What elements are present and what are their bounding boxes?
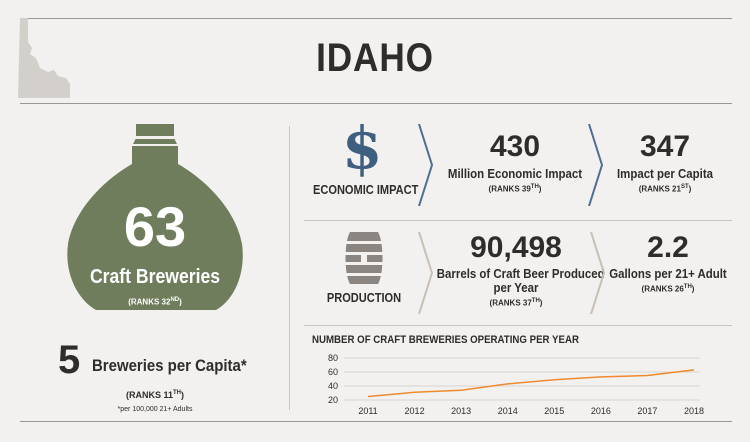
breweries-per-year-chart: 20 40 60 80 2011 2012 2013 2014 2015 2016 2017 2018 (328, 353, 704, 416)
flask-icon (67, 124, 243, 310)
per-capita-value: 5 (58, 338, 81, 382)
chevron-right-icon (418, 124, 434, 206)
per-capita-label: Breweries per Capita* (92, 356, 247, 375)
x-tick-label: 2011 (358, 406, 377, 416)
y-tick-label: 60 (328, 367, 338, 377)
series-line (367, 369, 695, 398)
dollar-sign-icon: $ (342, 114, 383, 182)
header-divider (20, 103, 732, 104)
row-divider (304, 220, 732, 221)
x-tick-label: 2013 (451, 406, 471, 416)
y-tick-label: 20 (328, 395, 338, 405)
y-tick-label: 80 (328, 353, 338, 363)
page-title: IDAHO (316, 36, 434, 80)
gallons-label: Gallons per 21+ Adult (609, 266, 727, 281)
panel-divider (289, 126, 290, 410)
barrel-icon (345, 232, 383, 284)
chart-title: NUMBER OF CRAFT BREWERIES OPERATING PER … (312, 334, 579, 346)
top-rule (20, 18, 732, 19)
brewery-count: 63 (123, 195, 187, 258)
gallons-rank: (RANKS 26TH) (641, 284, 695, 294)
economic-impact-value: 430 (489, 130, 541, 163)
chevron-right-icon (418, 232, 434, 314)
barrels-value: 90,498 (470, 231, 562, 264)
economic-impact-metric-label: Million Economic Impact (447, 166, 583, 181)
economic-impact-label: ECONOMIC IMPACT (313, 182, 419, 197)
chevron-right-icon (588, 124, 604, 206)
production-label: PRODUCTION (326, 290, 402, 305)
impact-per-capita-label: Impact per Capita (616, 166, 714, 181)
x-tick-label: 2016 (591, 406, 611, 416)
impact-per-capita-value: 347 (639, 130, 691, 163)
gallons-value: 2.2 (647, 231, 689, 264)
row-divider (304, 325, 732, 326)
economic-impact-rank: (RANKS 39TH) (488, 184, 542, 194)
x-tick-label: 2015 (544, 406, 564, 416)
per-capita-rank: (RANKS 11TH) (125, 390, 184, 400)
brewery-count-label: Craft Breweries (89, 266, 221, 288)
barrels-rank: (RANKS 37TH) (489, 298, 543, 308)
x-tick-label: 2014 (498, 406, 518, 416)
barrels-label-line1: Barrels of Craft Beer Produced (436, 266, 605, 281)
chevron-right-icon (590, 232, 606, 314)
idaho-map-icon (18, 18, 70, 98)
impact-per-capita-rank: (RANKS 21ST) (638, 184, 692, 194)
x-tick-label: 2017 (637, 406, 657, 416)
x-tick-label: 2018 (684, 406, 704, 416)
y-tick-label: 40 (328, 381, 338, 391)
brewery-rank: (RANKS 32ND) (128, 297, 182, 307)
per-capita-footnote: *per 100,000 21+ Adults (117, 406, 193, 413)
x-tick-label: 2012 (405, 406, 425, 416)
bottom-rule (20, 421, 732, 422)
barrels-label-line2: per Year (493, 280, 539, 295)
